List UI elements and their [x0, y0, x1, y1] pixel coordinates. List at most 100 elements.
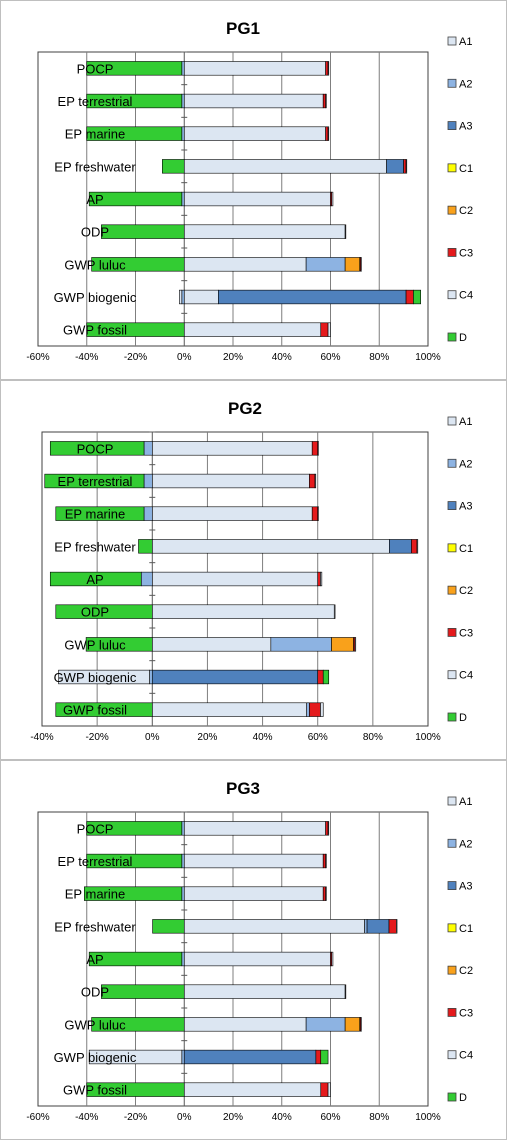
bar-segment-a3: [366, 919, 390, 934]
bar-segment-c3: [325, 821, 329, 836]
category-label: EP freshwater: [54, 919, 136, 934]
category-labels: POCP EP terrestrial EP marine EP freshwater…: [54, 821, 137, 1097]
bar-segment-a2: [270, 637, 332, 652]
bar-segment-c3: [403, 159, 407, 174]
bar-segment-c3: [411, 539, 418, 554]
legend-label: C1: [459, 543, 473, 555]
bar-segment-a1: [151, 473, 310, 489]
category-label: EP terrestrial: [58, 854, 133, 869]
bar-segment-a2: [181, 126, 185, 141]
legend-swatch-a3: [447, 121, 457, 130]
category-label: EP freshwater: [54, 159, 136, 174]
legend-label: A3: [459, 881, 472, 893]
bar-segment-a1: [183, 224, 346, 239]
bar-segment-c3: [317, 571, 321, 587]
bar-segment-a2: [181, 1049, 185, 1065]
bar-segment-c3: [309, 702, 321, 717]
category-label: EP marine: [65, 127, 125, 142]
x-tick-label: 80%: [369, 352, 389, 363]
bar-segment-d: [55, 702, 153, 717]
legend-label: D: [459, 1092, 467, 1104]
legend-label: C2: [459, 585, 473, 597]
legend-label: C1: [459, 163, 473, 175]
legend-label: C4: [459, 1050, 473, 1062]
legend-label: C3: [459, 627, 473, 639]
bar-segment-d: [101, 224, 185, 239]
bar-segment-a2: [143, 441, 153, 456]
legend-label: A2: [459, 458, 472, 470]
legend-label: A3: [459, 121, 472, 133]
bar-segment-a1: [183, 257, 307, 272]
category-label: ODP: [81, 605, 109, 620]
legend-label: A1: [459, 416, 472, 428]
legend-swatch-c3: [447, 248, 457, 257]
x-tick-label: -20%: [124, 352, 147, 363]
bar-segment-c4: [317, 506, 319, 521]
bar-segment-c4: [320, 571, 323, 587]
chart-svg: PG3 -60% -40% -20% 0% 20% 40% 60% 80% 100% POCP EP …: [0, 760, 507, 1140]
bar-segment-a1: [151, 506, 313, 521]
bar-segment-a2: [306, 702, 310, 717]
bar-segment-c4: [416, 539, 419, 554]
legend-label: A1: [459, 796, 472, 808]
legend-swatch-c4: [447, 290, 457, 300]
legend-swatch-a2: [447, 78, 457, 88]
bar-segment-a2: [305, 1017, 346, 1032]
bar-segment-c4: [331, 951, 334, 967]
legend-label: C2: [459, 205, 473, 217]
legend-swatch-c2: [447, 585, 457, 595]
x-tick-label: 0%: [177, 352, 192, 363]
bar-segment-d: [91, 1017, 185, 1032]
legend-label: D: [459, 712, 467, 724]
bar-segment-a2: [149, 669, 153, 685]
legend-swatch-c2: [447, 205, 457, 215]
bar-segment-c3: [320, 322, 329, 337]
category-label: AP: [86, 572, 103, 587]
bar-segment-a2: [181, 951, 185, 967]
category-label: GWP biogenic: [54, 290, 137, 305]
x-tick-label: -40%: [30, 732, 53, 743]
x-tick-label: 20%: [223, 1112, 243, 1123]
x-tick-label: 60%: [320, 1112, 340, 1123]
bar-segment-c3: [311, 506, 319, 521]
bar-segment-d: [55, 506, 145, 521]
bar-segment-a1: [151, 702, 307, 717]
bar-segment-a2: [181, 853, 185, 869]
bar-segment-c3: [311, 441, 319, 456]
bar-segment-c4: [327, 1082, 331, 1097]
bar-segment-c4: [320, 702, 324, 717]
bar-segment-d: [86, 853, 183, 869]
x-tick-label: 40%: [253, 732, 273, 743]
bar-segment-a1: [183, 984, 346, 999]
bar-segment-a1: [183, 93, 324, 109]
bar-segment-a2: [140, 571, 153, 587]
legend-swatch-a2: [447, 458, 457, 468]
bar-segment-a3: [386, 159, 404, 174]
bar-segment-c3: [325, 61, 329, 76]
bar-segment-a2: [364, 919, 368, 934]
category-label: GWP fossil: [63, 703, 127, 718]
category-label: POCP: [77, 441, 114, 456]
category-label: POCP: [77, 61, 114, 76]
legend-swatch-c1: [447, 163, 457, 173]
chart-panel-pg3: PG3 -60% -40% -20% 0% 20% 40% 60% 80% 100% POCP EP …: [0, 760, 507, 1140]
bar-segment-a1: [183, 853, 324, 869]
x-tick-label: 100%: [415, 1112, 441, 1123]
bar-segment-d: [320, 1049, 329, 1065]
bar-segment-d: [91, 257, 185, 272]
legend: A1 A2 A3 C1 C2 C3 C4 D: [447, 36, 473, 344]
bar-segment-d: [85, 637, 153, 652]
x-tick-label: 20%: [223, 352, 243, 363]
bar-segment-d: [86, 322, 185, 337]
bar-segment-a3: [183, 1049, 317, 1065]
bar-segment-c4: [58, 669, 150, 685]
x-tick-label: 80%: [369, 1112, 389, 1123]
category-label: GWP biogenic: [54, 670, 137, 685]
bar-segment-c4: [360, 1017, 362, 1032]
chart-svg: PG1 -60% -40% -20% 0% 20% 40% 60% 80% 100% POCP EP …: [0, 0, 507, 380]
chart-title: PG1: [226, 19, 260, 38]
category-label: POCP: [77, 821, 114, 836]
bar-segment-a3: [218, 289, 407, 305]
legend-swatch-a2: [447, 838, 457, 848]
